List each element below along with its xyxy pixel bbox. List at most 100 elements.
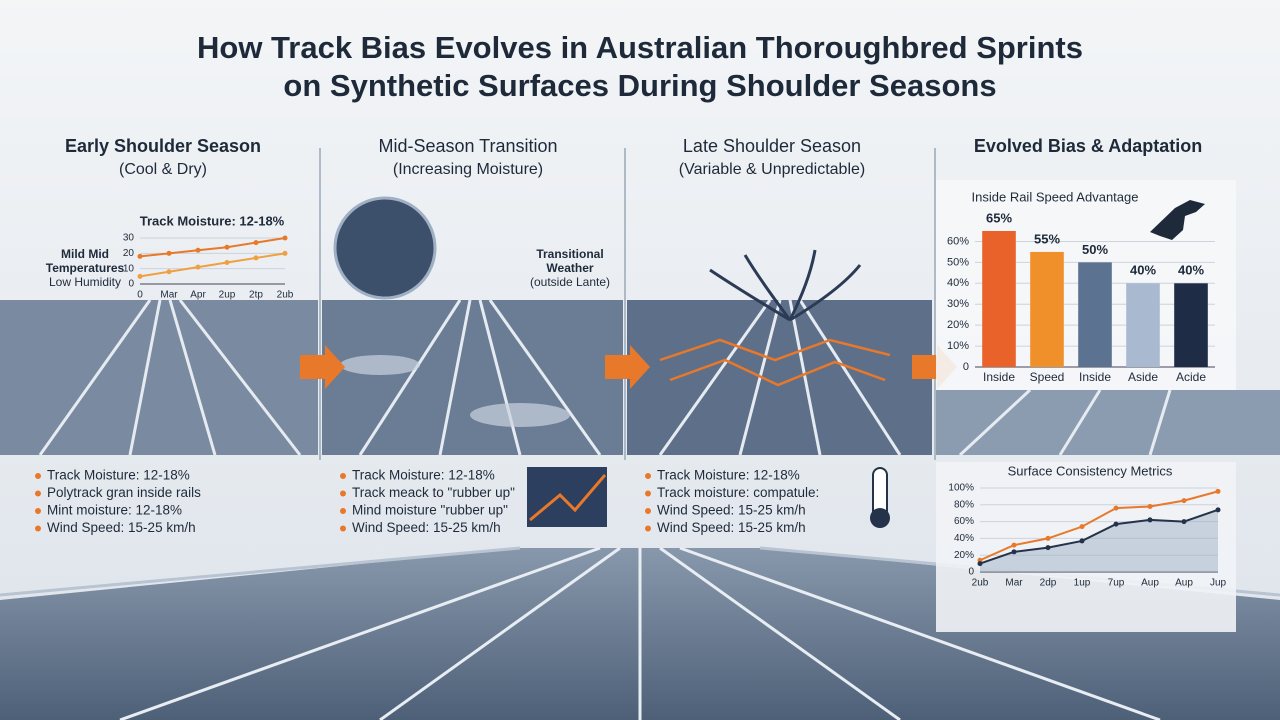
- x-tick-label: Apr: [190, 290, 206, 301]
- bullet-dot: [340, 508, 346, 514]
- bar-value-label: 55%: [1034, 231, 1060, 246]
- y-tick-label: 20: [123, 248, 135, 259]
- series-point: [1147, 503, 1153, 509]
- weather-note: Temperatures: [46, 261, 125, 275]
- x-tick-label: Aup: [1175, 578, 1193, 589]
- series-point: [1011, 549, 1017, 555]
- panel-heading: Mid-Season Transition: [378, 136, 557, 156]
- bullet-dot: [645, 473, 651, 479]
- x-tick-label: Acide: [1176, 370, 1206, 384]
- y-tick-label: 0: [963, 361, 969, 373]
- bar-value-label: 40%: [1178, 263, 1204, 278]
- y-tick-label: 30%: [947, 298, 969, 310]
- x-tick-label: Aup: [1141, 578, 1159, 589]
- panel-heading: Late Shoulder Season: [683, 136, 861, 156]
- bullet-text: Track Moisture: 12-18%: [657, 468, 800, 483]
- bullet-text: Mint moisture: 12-18%: [47, 503, 182, 518]
- series-point: [224, 244, 230, 250]
- x-tick-label: Jup: [1210, 578, 1227, 589]
- panel-subheading: (Increasing Moisture): [393, 161, 543, 178]
- bullet-text: Polytrack gran inside rails: [47, 485, 201, 500]
- series-point: [253, 240, 259, 246]
- title: How Track Bias Evolves in Australian Tho…: [197, 30, 1083, 65]
- series-line: [979, 508, 1219, 565]
- weather-note: (outside Lante): [530, 275, 610, 289]
- series-point: [1079, 538, 1085, 544]
- x-tick-label: 1up: [1074, 578, 1091, 589]
- panel-scenes: [0, 196, 1280, 528]
- bar: [1078, 262, 1112, 367]
- bullet-text: Wind Speed: 15-25 km/h: [352, 520, 501, 535]
- series-point: [195, 247, 201, 253]
- bullet-dot: [340, 525, 346, 532]
- x-tick-label: 7up: [1108, 578, 1125, 589]
- bullet-dot: [340, 490, 346, 497]
- y-tick-label: 40%: [954, 533, 974, 544]
- x-tick-label: Aside: [1128, 370, 1158, 384]
- y-tick-label: 10%: [947, 340, 969, 352]
- series-point: [195, 264, 201, 270]
- series-point: [1079, 524, 1085, 530]
- series-point: [1181, 498, 1187, 504]
- x-tick-label: 2dp: [1040, 578, 1057, 589]
- y-tick-label: 60%: [947, 235, 969, 247]
- x-tick-label: Inside: [983, 370, 1015, 384]
- panel-subheading: (Variable & Unpredictable): [679, 161, 865, 178]
- bullet-text: Track moisture: compatule:: [657, 485, 819, 500]
- bullet-text: Track meack to "rubber up": [352, 485, 515, 500]
- bullet-dot: [35, 490, 41, 497]
- series-point: [1215, 488, 1221, 494]
- series-point: [1113, 505, 1119, 511]
- series-point: [1045, 545, 1051, 551]
- panel-heading: Evolved Bias & Adaptation: [974, 136, 1202, 156]
- y-tick-label: 40%: [947, 277, 969, 289]
- y-tick-label: 10: [123, 263, 135, 274]
- series-point: [166, 269, 172, 275]
- y-tick-label: 0: [968, 567, 974, 578]
- bullet-text: Wind Speed: 15-25 km/h: [657, 503, 806, 518]
- bullet-text: Track Moisture: 12-18%: [47, 468, 190, 483]
- title: on Synthetic Surfaces During Shoulder Se…: [283, 68, 996, 103]
- series-line: [139, 252, 286, 278]
- bullet-text: Mind moisture "rubber up": [352, 503, 508, 518]
- x-tick-label: Mar: [160, 290, 178, 301]
- x-tick-label: 2up: [219, 290, 236, 301]
- series-point: [166, 250, 172, 256]
- series-point: [224, 260, 230, 266]
- y-tick-label: 50%: [947, 256, 969, 268]
- x-tick-label: 0: [137, 290, 143, 301]
- series-point: [1011, 542, 1017, 548]
- series-point: [137, 273, 143, 279]
- y-tick-label: 80%: [954, 499, 974, 510]
- bullet-dot: [35, 473, 41, 479]
- series-line: [139, 237, 286, 258]
- bar-value-label: 40%: [1130, 263, 1156, 278]
- weather-note: Weather: [546, 261, 593, 275]
- panel-subheading: (Cool & Dry): [119, 161, 207, 178]
- x-tick-label: Inside: [1079, 370, 1111, 384]
- bullet-text: Wind Speed: 15-25 km/h: [47, 520, 196, 535]
- bullet-dot: [645, 525, 651, 532]
- y-tick-label: 20%: [947, 319, 969, 331]
- y-tick-label: 100%: [948, 483, 974, 494]
- y-tick-label: 0: [128, 279, 134, 290]
- bar-value-label: 65%: [986, 210, 1012, 225]
- bullet-text: Wind Speed: 15-25 km/h: [657, 520, 806, 535]
- bar: [982, 231, 1016, 367]
- bullet-dot: [340, 473, 346, 479]
- y-tick-label: 60%: [954, 516, 974, 527]
- x-tick-label: 2ub: [277, 290, 294, 301]
- chart-title: Inside Rail Speed Advantage: [972, 189, 1139, 204]
- weather-note: Transitional: [536, 247, 603, 261]
- panel-heading: Early Shoulder Season: [65, 136, 261, 156]
- x-tick-label: 2tp: [249, 290, 263, 301]
- bullet-dot: [35, 525, 41, 532]
- series-point: [253, 255, 259, 261]
- bullet-dot: [645, 490, 651, 497]
- series-point: [282, 250, 288, 256]
- series-line: [979, 490, 1219, 562]
- track-lanes: [119, 546, 1161, 720]
- series-point: [1215, 507, 1221, 513]
- bar-value-label: 50%: [1082, 242, 1108, 257]
- area-fill: [980, 509, 1218, 572]
